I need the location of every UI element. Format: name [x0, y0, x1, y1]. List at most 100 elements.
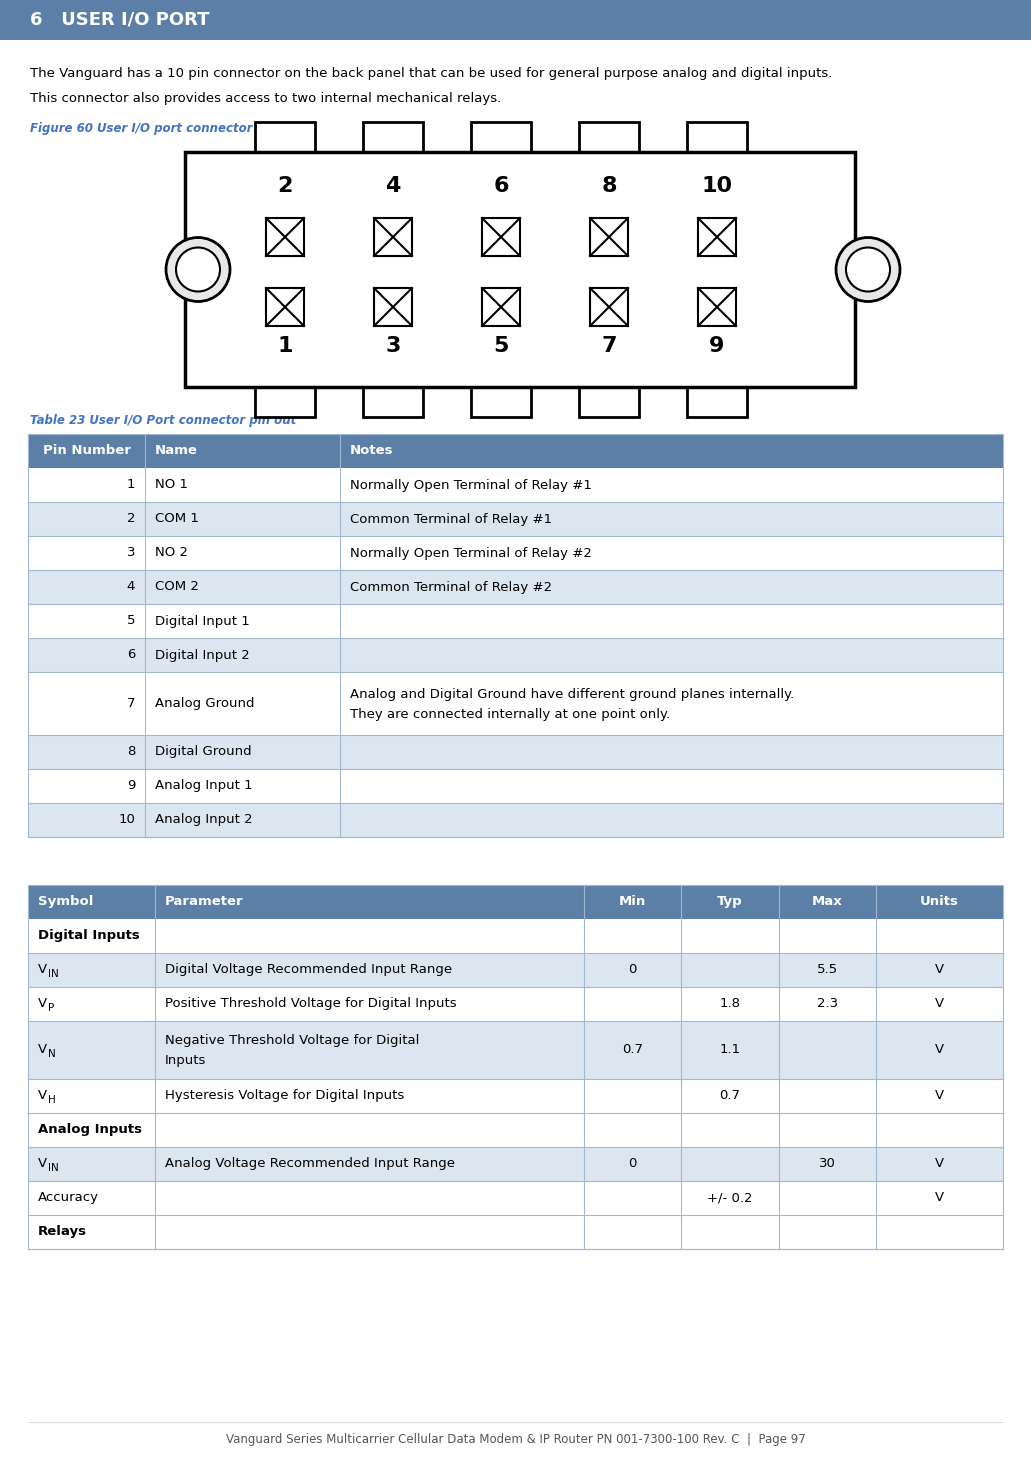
Text: Digital Input 2: Digital Input 2	[155, 649, 250, 661]
Text: Analog Voltage Recommended Input Range: Analog Voltage Recommended Input Range	[165, 1158, 455, 1170]
Text: Table 23 User I/O Port connector pin out: Table 23 User I/O Port connector pin out	[30, 414, 296, 427]
Text: 1: 1	[277, 336, 293, 357]
Bar	[698, 218, 736, 256]
Text: V: V	[935, 1044, 944, 1057]
Bar	[363, 387, 423, 417]
Bar	[579, 387, 639, 417]
Bar	[579, 121, 639, 152]
Text: 2: 2	[127, 513, 135, 525]
Bar	[28, 637, 1003, 673]
Text: 0: 0	[628, 963, 637, 977]
Text: Min: Min	[619, 895, 646, 908]
Bar	[28, 501, 1003, 537]
Text: They are connected internally at one point only.: They are connected internally at one poi…	[350, 708, 670, 721]
Text: 8: 8	[601, 175, 617, 196]
Bar	[28, 1215, 1003, 1249]
Text: 0.7: 0.7	[720, 1089, 740, 1102]
Text: 10: 10	[701, 175, 733, 196]
Text: COM 2: COM 2	[155, 580, 199, 594]
Circle shape	[176, 247, 220, 291]
Bar	[590, 288, 628, 326]
Bar	[28, 769, 1003, 803]
Bar	[363, 121, 423, 152]
Bar	[471, 121, 531, 152]
Text: 5: 5	[493, 336, 508, 357]
Text: 1.8: 1.8	[720, 997, 740, 1010]
Bar	[579, 121, 639, 152]
Bar	[266, 218, 304, 256]
Text: Symbol: Symbol	[38, 895, 94, 908]
Text: Parameter: Parameter	[165, 895, 243, 908]
Text: Analog Ground: Analog Ground	[155, 697, 255, 711]
Text: 4: 4	[386, 175, 401, 196]
Text: 6: 6	[127, 649, 135, 661]
Bar	[28, 537, 1003, 570]
Text: 1.1: 1.1	[720, 1044, 740, 1057]
Bar	[28, 920, 1003, 953]
Bar	[28, 953, 1003, 987]
Text: Analog Inputs: Analog Inputs	[38, 1123, 142, 1136]
Circle shape	[166, 237, 230, 301]
Text: +/- 0.2: +/- 0.2	[707, 1192, 753, 1205]
Bar	[255, 121, 315, 152]
Text: Vanguard Series Multicarrier Cellular Data Modem & IP Router PN 001-7300-100 Rev: Vanguard Series Multicarrier Cellular Da…	[226, 1434, 805, 1446]
Bar	[28, 468, 1003, 501]
Text: V: V	[935, 1089, 944, 1102]
Text: 1: 1	[127, 478, 135, 491]
Text: V: V	[935, 997, 944, 1010]
Text: V: V	[935, 1192, 944, 1205]
Bar	[28, 803, 1003, 836]
Text: 3: 3	[386, 336, 401, 357]
Text: 5.5: 5.5	[817, 963, 838, 977]
Bar	[687, 121, 747, 152]
Text: NO 2: NO 2	[155, 547, 188, 560]
Bar	[28, 604, 1003, 637]
Text: Common Terminal of Relay #1: Common Terminal of Relay #1	[350, 513, 553, 525]
Text: 30: 30	[819, 1158, 836, 1170]
Text: V: V	[38, 1089, 47, 1102]
Bar	[483, 218, 520, 256]
Text: 2.3: 2.3	[817, 997, 838, 1010]
Text: Analog and Digital Ground have different ground planes internally.: Analog and Digital Ground have different…	[350, 689, 794, 700]
Bar	[28, 1113, 1003, 1146]
Bar	[471, 121, 531, 152]
Text: Max: Max	[812, 895, 843, 908]
Text: 9: 9	[709, 336, 725, 357]
Bar	[28, 1146, 1003, 1181]
Bar	[471, 387, 531, 417]
Text: 3: 3	[127, 547, 135, 560]
Text: 7: 7	[601, 336, 617, 357]
Bar	[363, 387, 423, 417]
Text: Units: Units	[921, 895, 959, 908]
Bar	[698, 288, 736, 326]
Text: Digital Ground: Digital Ground	[155, 746, 252, 759]
Text: 0.7: 0.7	[622, 1044, 643, 1057]
Text: V: V	[935, 963, 944, 977]
Bar	[185, 152, 855, 387]
Bar	[374, 218, 412, 256]
Bar	[0, 0, 1031, 39]
Text: 4: 4	[127, 580, 135, 594]
Text: V: V	[38, 1044, 47, 1057]
Bar	[255, 121, 315, 152]
Bar	[374, 288, 412, 326]
Text: Accuracy: Accuracy	[38, 1192, 99, 1205]
Bar	[687, 387, 747, 417]
Text: IN: IN	[48, 1162, 59, 1173]
Bar	[28, 987, 1003, 1020]
Bar	[28, 673, 1003, 735]
Bar	[28, 434, 1003, 836]
Text: Negative Threshold Voltage for Digital: Negative Threshold Voltage for Digital	[165, 1034, 420, 1047]
Text: Inputs: Inputs	[165, 1054, 206, 1067]
Text: Common Terminal of Relay #2: Common Terminal of Relay #2	[350, 580, 553, 594]
Text: IN: IN	[48, 969, 59, 980]
Text: V: V	[38, 1158, 47, 1170]
Text: 2: 2	[277, 175, 293, 196]
Bar	[28, 885, 1003, 920]
Text: Normally Open Terminal of Relay #2: Normally Open Terminal of Relay #2	[350, 547, 592, 560]
Text: COM 1: COM 1	[155, 513, 199, 525]
Bar	[28, 1181, 1003, 1215]
Text: V: V	[38, 997, 47, 1010]
Text: Typ: Typ	[718, 895, 742, 908]
Bar	[471, 387, 531, 417]
